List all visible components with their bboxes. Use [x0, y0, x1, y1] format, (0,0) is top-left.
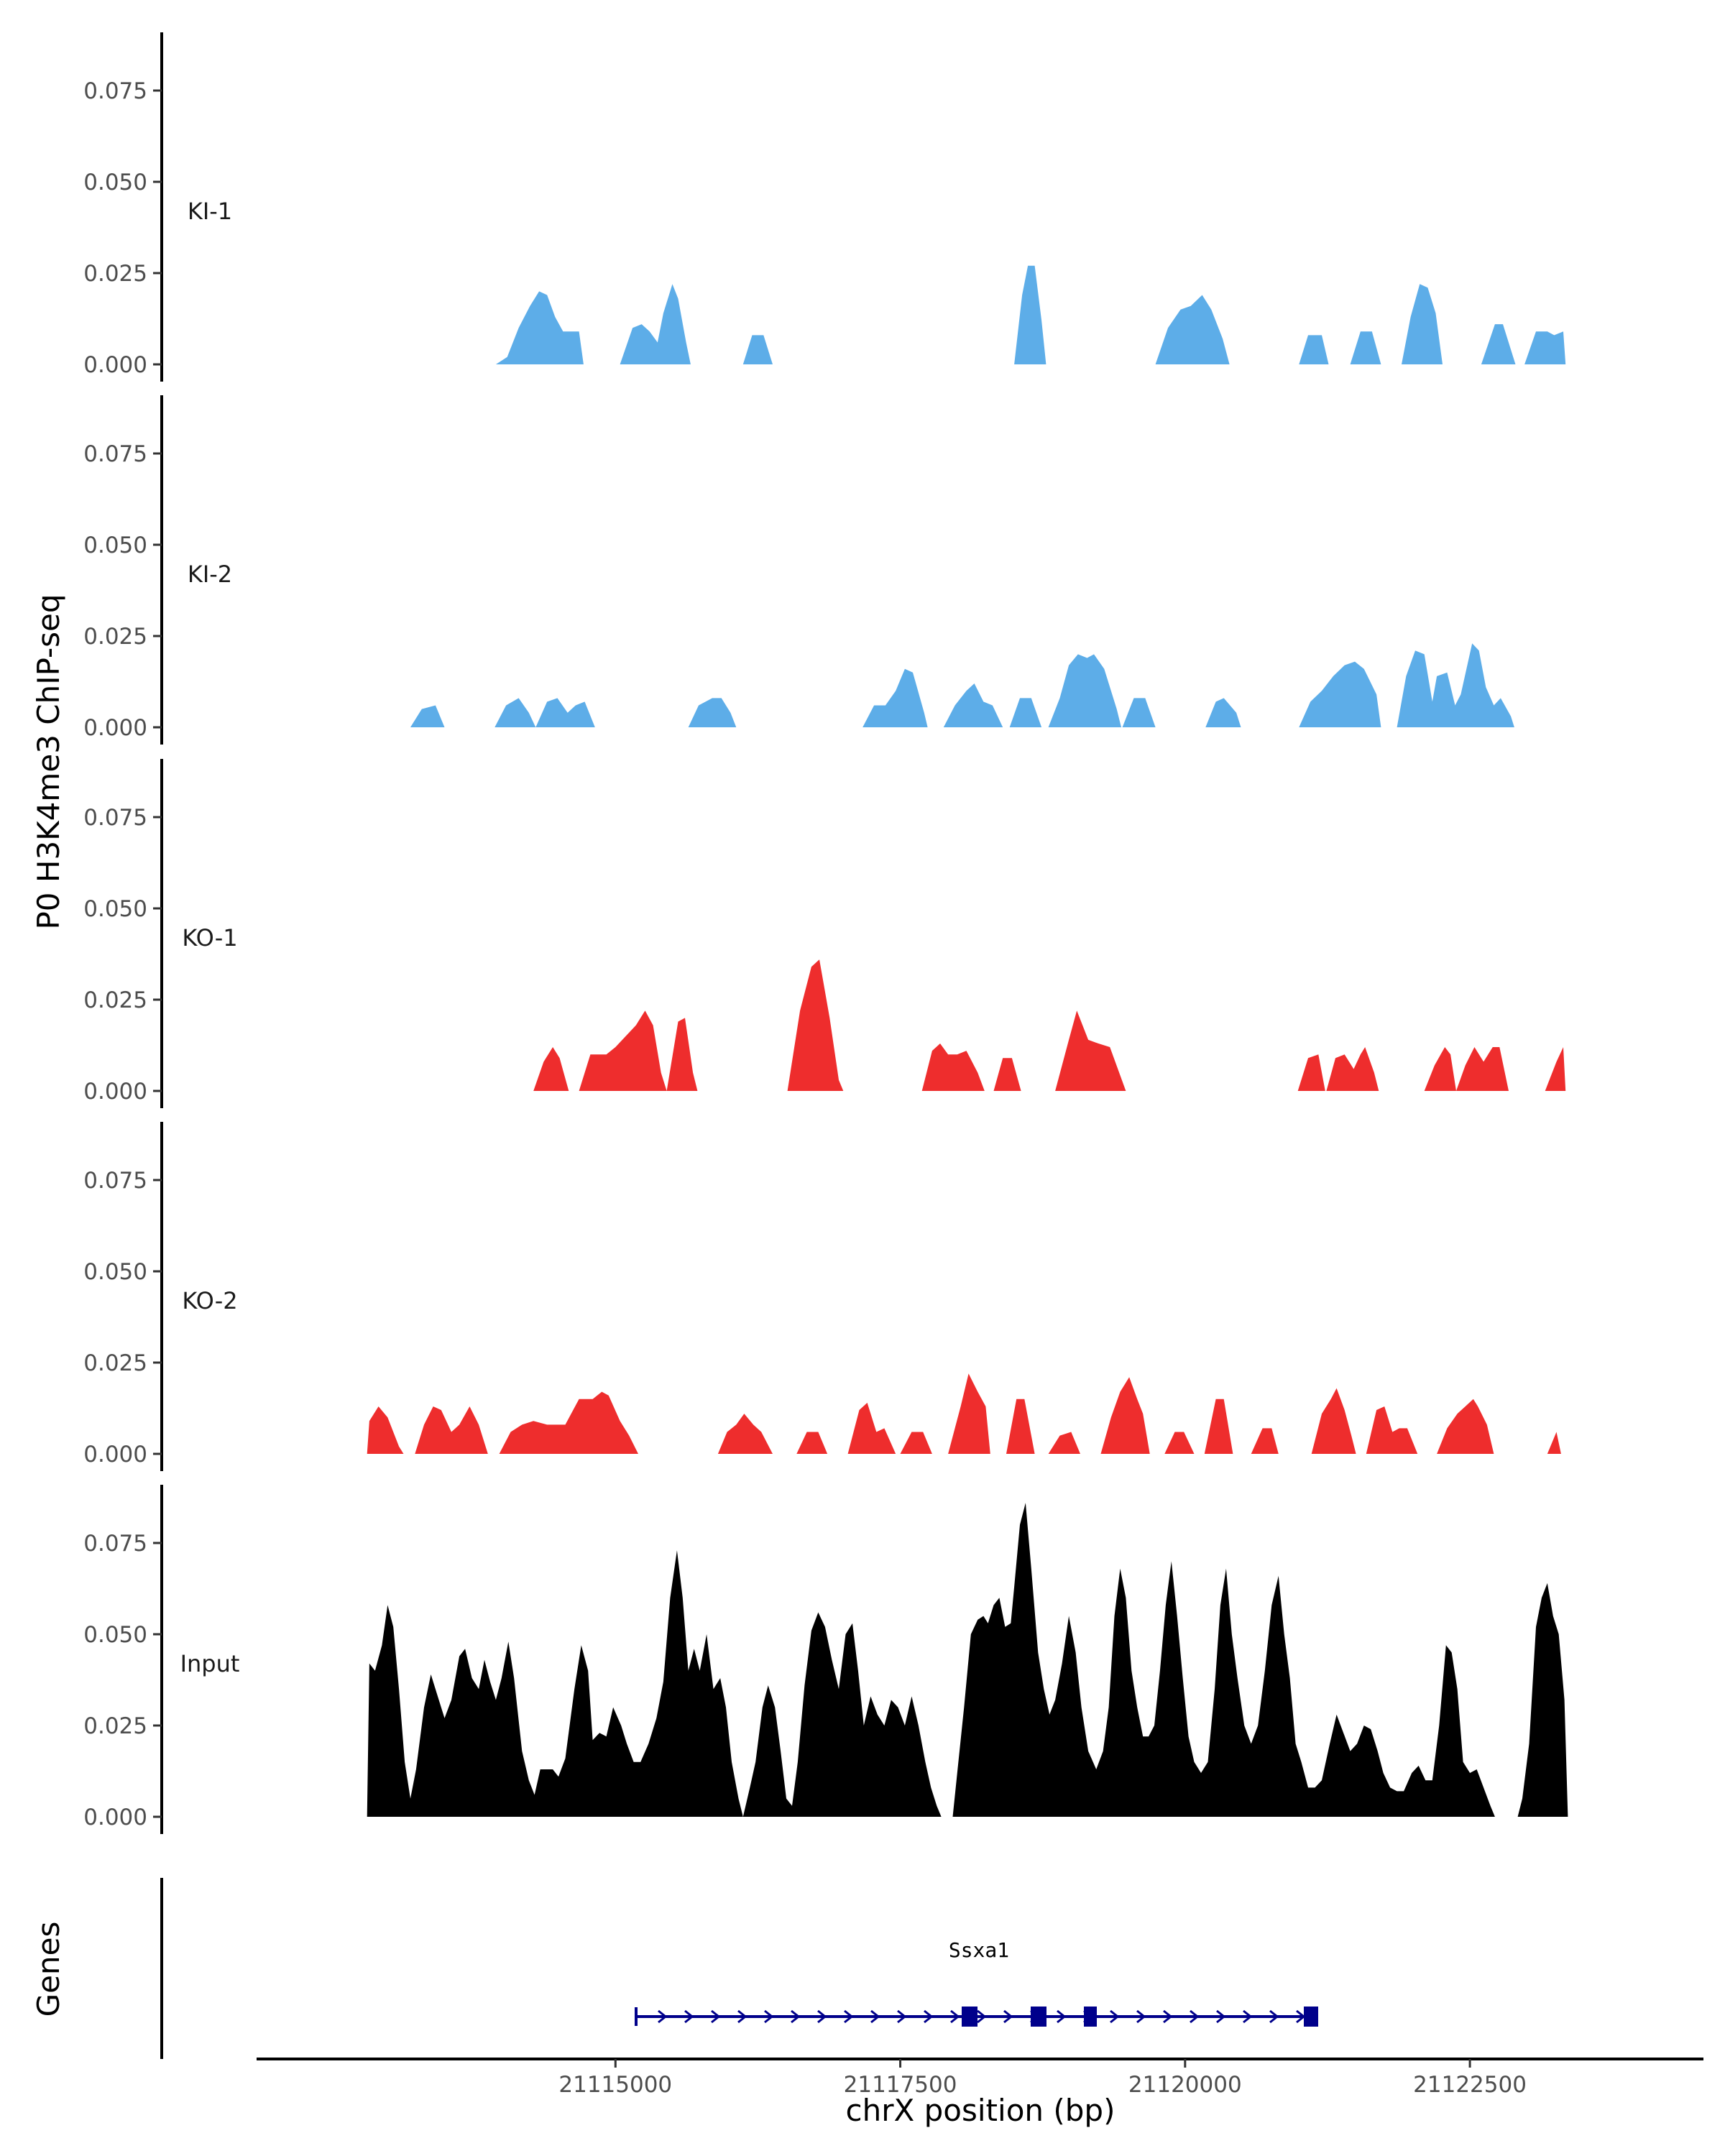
- y-tick-label: 0.075: [83, 441, 147, 467]
- gene-label: Ssxa1: [949, 1938, 1009, 1962]
- exon-block-1: [962, 2007, 978, 2027]
- y-tick-label: 0.025: [83, 987, 147, 1013]
- strand-arrow-icon: [1190, 2009, 1200, 2024]
- track-label-input: Input: [180, 1650, 240, 1677]
- coverage-area-ki-2: [410, 643, 1514, 727]
- strand-arrow-icon: [1003, 2009, 1013, 2024]
- strand-arrow-icon: [977, 2009, 987, 2024]
- coverage-tracks: 0.0000.0250.0500.075KI-10.0000.0250.0500…: [83, 32, 1568, 1834]
- track-label-ki-1: KI-1: [188, 198, 232, 225]
- exon-block-4: [1304, 2007, 1318, 2027]
- strand-arrow-icon: [897, 2009, 907, 2024]
- strand-arrow-icon: [791, 2009, 801, 2024]
- strand-arrow-icon: [1136, 2009, 1146, 2024]
- strand-arrow-icon: [658, 2009, 668, 2024]
- y-tick-label: 0.075: [83, 78, 147, 104]
- y-tick-label: 0.075: [83, 805, 147, 831]
- track-ko-2: 0.000 0.025 0.050 0.075 KO-2: [83, 1122, 1561, 1471]
- y-tick-label: 0.025: [83, 1713, 147, 1739]
- exon-block-2: [1031, 2007, 1046, 2027]
- gene-track-title: Genes: [31, 1922, 66, 2017]
- x-tick-label: 21120000: [1128, 2072, 1242, 2098]
- strand-arrow-icon: [1243, 2009, 1253, 2024]
- strand-arrow-icon: [924, 2009, 934, 2024]
- y-tick-label: 0.025: [83, 261, 147, 287]
- y-tick-label: 0.050: [83, 533, 147, 558]
- y-tick-label: 0.000: [83, 1079, 147, 1105]
- strand-arrow-icon: [1057, 2009, 1067, 2024]
- strand-arrow-icon: [870, 2009, 880, 2024]
- exon-block-3: [1084, 2007, 1097, 2027]
- y-tick-label: 0.000: [83, 1805, 147, 1830]
- strand-arrow-icon: [764, 2009, 774, 2024]
- y-tick-label: 0.000: [83, 352, 147, 378]
- y-tick-label: 0.050: [83, 1259, 147, 1285]
- track-ko-1: 0.000 0.025 0.050 0.075 KO-1: [83, 759, 1566, 1108]
- track-input: 0.000 0.025 0.050 0.075 Input: [83, 1485, 1568, 1834]
- y-tick-label: 0.050: [83, 1622, 147, 1648]
- gene-track: Ssxa1: [160, 1878, 1318, 2059]
- strand-arrow-icon: [1269, 2009, 1279, 2024]
- track-label-ki-2: KI-2: [188, 561, 232, 588]
- strand-arrow-icon: [1110, 2009, 1120, 2024]
- gene-ssxa1: Ssxa1: [635, 1938, 1318, 2027]
- y-tick-label: 0.050: [83, 896, 147, 922]
- strand-arrow-icon: [844, 2009, 854, 2024]
- strand-arrow-icon: [737, 2009, 748, 2024]
- y-tick-label: 0.025: [83, 1350, 147, 1376]
- strand-arrow-icon: [711, 2009, 721, 2024]
- track-label-ko-1: KO-1: [182, 924, 237, 952]
- y-tick-label: 0.025: [83, 624, 147, 650]
- strand-arrow-icon: [1216, 2009, 1226, 2024]
- coverage-area-ki-1: [495, 265, 1566, 364]
- strand-arrow-icon: [950, 2009, 960, 2024]
- coverage-area-ko-1: [533, 959, 1566, 1091]
- y-tick-label: 0.075: [83, 1168, 147, 1194]
- y-tick-label: 0.050: [83, 170, 147, 195]
- x-tick-label: 21122500: [1413, 2072, 1527, 2098]
- y-tick-label: 0.075: [83, 1531, 147, 1557]
- x-axis-title: chrX position (bp): [846, 2093, 1116, 2128]
- x-tick-label: 21117500: [844, 2072, 957, 2098]
- x-axis: 21115000 21117500 21120000 21122500: [257, 2058, 1703, 2098]
- coverage-area-ko-2: [367, 1373, 1561, 1454]
- track-ki-2: 0.000 0.025 0.050 0.075 KI-2: [83, 395, 1514, 745]
- strand-arrow-icon: [1163, 2009, 1173, 2024]
- strand-arrow-icon: [817, 2009, 827, 2024]
- track-label-ko-2: KO-2: [182, 1287, 237, 1314]
- strand-arrow-icon: [684, 2009, 694, 2024]
- x-tick-label: 21115000: [558, 2072, 672, 2098]
- y-tick-label: 0.000: [83, 715, 147, 741]
- track-ki-1: 0.000 0.025 0.050 0.075 KI-1: [83, 32, 1566, 382]
- coverage-area-input: [367, 1503, 1568, 1817]
- y-axis-title: P0 H3K4me3 ChIP-seq: [31, 594, 66, 929]
- y-tick-label: 0.000: [83, 1442, 147, 1468]
